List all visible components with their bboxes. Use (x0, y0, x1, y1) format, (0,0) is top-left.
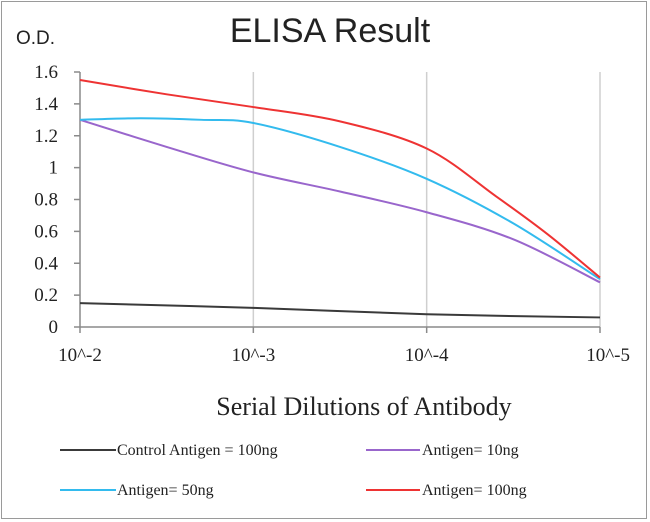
series-line-antigen-100ng (79, 78, 601, 279)
x-tick-label: 10^-4 (405, 345, 449, 366)
legend: Control Antigen = 100ng Antigen= 10ng Anti… (60, 442, 527, 499)
legend-label-control-antigen-100ng: Control Antigen = 100ng (117, 442, 278, 459)
y-axis-label: O.D. (16, 28, 55, 49)
y-tick-label: 1.2 (34, 126, 58, 147)
series-lines (79, 78, 601, 319)
axes (74, 71, 601, 333)
legend-label-antigen-100ng: Antigen= 100ng (422, 482, 527, 499)
y-tick-label: 0.2 (34, 285, 58, 306)
x-axis-label: Serial Dilutions of Antibody (216, 392, 511, 421)
x-tick-labels: 10^-2 10^-3 10^-4 10^-5 (58, 345, 630, 366)
legend-label-antigen-50ng: Antigen= 50ng (117, 482, 214, 499)
gridlines (252, 72, 601, 327)
x-tick-label: 10^-2 (58, 345, 102, 366)
y-tick-label: 1 (49, 158, 59, 179)
y-tick-label: 0.8 (34, 190, 58, 211)
y-tick-label: 1.6 (34, 62, 58, 83)
y-tick-label: 0.4 (34, 253, 58, 274)
y-tick-labels: 0 0.2 0.4 0.6 0.8 1 1.2 1.4 1.6 (34, 62, 58, 338)
x-tick-label: 10^-5 (586, 345, 630, 366)
x-tick-label: 10^-3 (231, 345, 275, 366)
y-tick-label: 1.4 (34, 94, 58, 115)
y-tick-label: 0.6 (34, 221, 58, 242)
legend-label-antigen-10ng: Antigen= 10ng (422, 442, 519, 459)
series-line-antigen-50ng (79, 117, 601, 281)
chart-title: ELISA Result (230, 12, 431, 50)
series-line-control-antigen-100ng (79, 302, 601, 319)
series-line-antigen-10ng (79, 118, 601, 284)
y-tick-label: 0 (49, 317, 59, 338)
